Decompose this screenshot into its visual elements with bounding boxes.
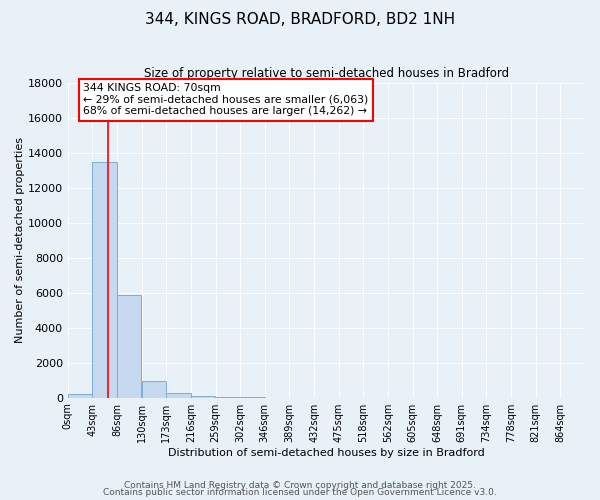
- Bar: [191, 396, 215, 398]
- Y-axis label: Number of semi-detached properties: Number of semi-detached properties: [15, 138, 25, 344]
- Bar: [166, 393, 191, 398]
- Bar: [68, 394, 92, 398]
- Text: Contains public sector information licensed under the Open Government Licence v3: Contains public sector information licen…: [103, 488, 497, 497]
- X-axis label: Distribution of semi-detached houses by size in Bradford: Distribution of semi-detached houses by …: [168, 448, 485, 458]
- Bar: [240, 397, 265, 398]
- Bar: [142, 381, 166, 398]
- Bar: [215, 397, 240, 398]
- Text: 344, KINGS ROAD, BRADFORD, BD2 1NH: 344, KINGS ROAD, BRADFORD, BD2 1NH: [145, 12, 455, 28]
- Bar: [117, 294, 142, 398]
- Text: Contains HM Land Registry data © Crown copyright and database right 2025.: Contains HM Land Registry data © Crown c…: [124, 480, 476, 490]
- Bar: [92, 162, 117, 398]
- Title: Size of property relative to semi-detached houses in Bradford: Size of property relative to semi-detach…: [144, 68, 509, 80]
- Text: 344 KINGS ROAD: 70sqm
← 29% of semi-detached houses are smaller (6,063)
68% of s: 344 KINGS ROAD: 70sqm ← 29% of semi-deta…: [83, 83, 368, 116]
